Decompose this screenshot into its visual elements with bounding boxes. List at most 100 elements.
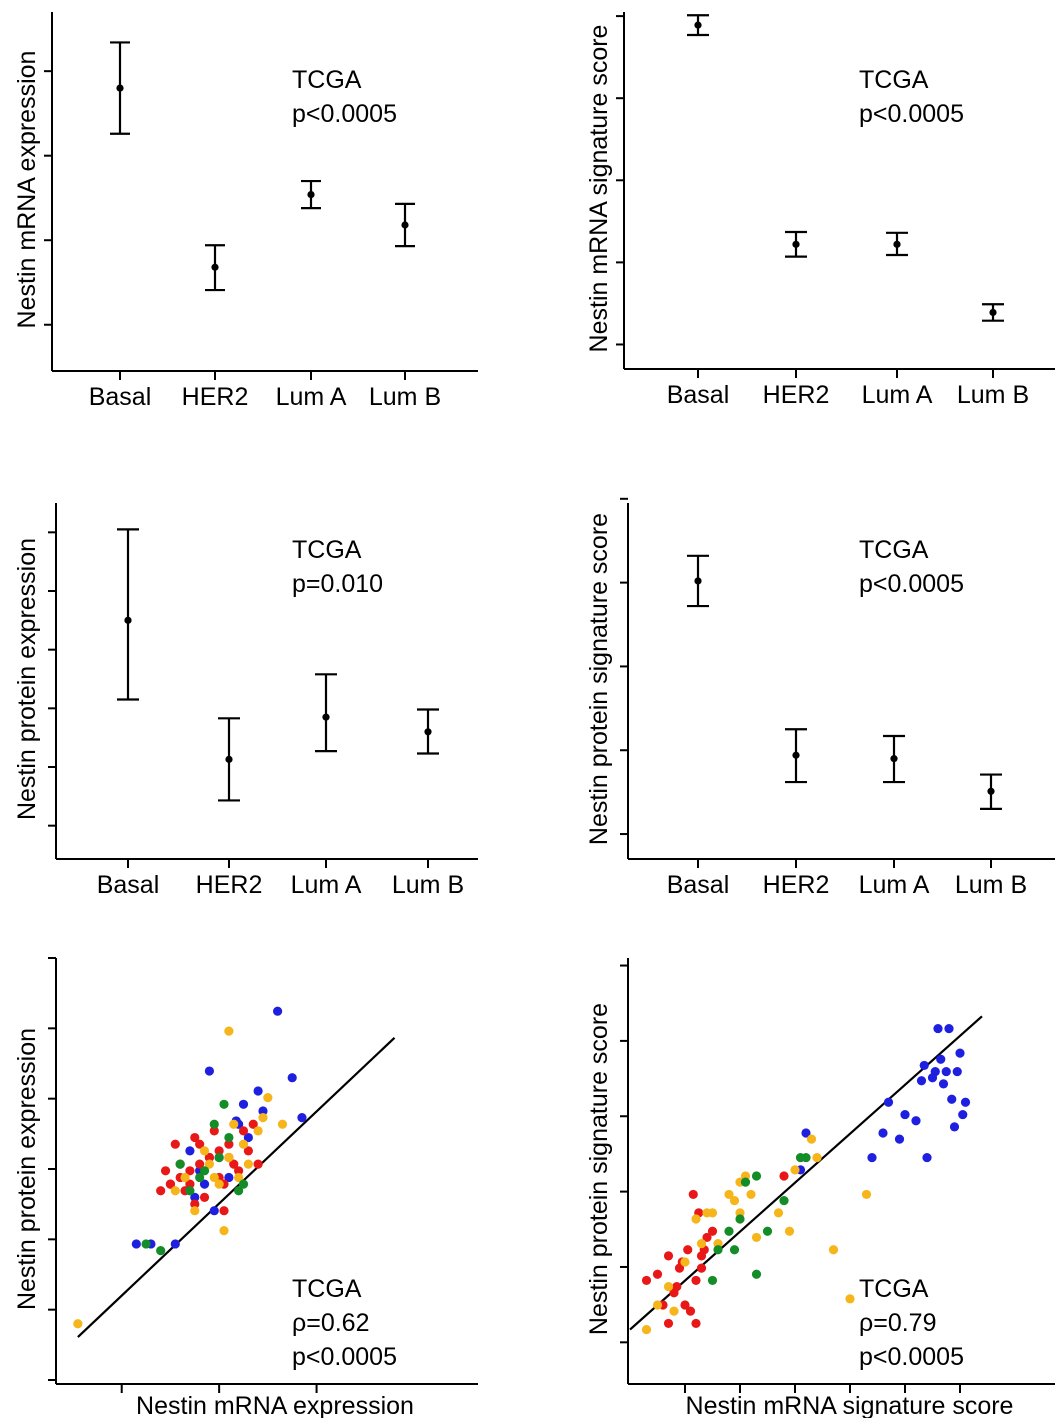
annotation-line: TCGA (292, 536, 362, 564)
mean-point (124, 616, 132, 624)
x-tick-label: HER2 (196, 871, 263, 899)
scatter-point-lum-b (713, 1245, 723, 1255)
scatter-point-lum-a (224, 1152, 234, 1163)
scatter-point-basal (960, 1097, 971, 1107)
scatter-point-lum-a (209, 1172, 219, 1183)
scatter-point-lum-a (190, 1206, 200, 1216)
scatter-point-her2 (219, 1206, 229, 1216)
scatter-point-lum-b (185, 1186, 195, 1196)
annotation-line: p<0.0005 (859, 1343, 964, 1371)
scatter-point-lum-a (73, 1319, 83, 1329)
mean-point (211, 263, 219, 271)
scatter-point-basal (258, 1106, 268, 1116)
scatter-point-basal (204, 1066, 214, 1076)
scatter-point-lum-a (224, 1026, 234, 1036)
annotation-line: p=0.010 (292, 570, 383, 598)
scatter-point-her2 (238, 1126, 249, 1136)
y-axis-label: Nestin protein expression (13, 1028, 41, 1310)
scatter-point-her2 (652, 1269, 663, 1279)
scatter-point-lum-a (229, 1119, 239, 1129)
x-tick-label: Lum B (957, 381, 1029, 409)
scatter-point-basal (958, 1109, 968, 1120)
x-tick-label: HER2 (763, 381, 830, 409)
scatter-point-basal (955, 1048, 965, 1058)
scatter-point-her2 (253, 1159, 263, 1169)
mean-point (322, 713, 330, 721)
x-tick-label: Lum B (369, 383, 441, 411)
scatter-point-lum-a (669, 1306, 679, 1316)
scatter-point-basal (941, 1066, 951, 1077)
x-tick-label: Basal (97, 871, 160, 899)
scatter-point-lum-b (735, 1214, 745, 1224)
x-tick-label: Lum A (276, 383, 347, 411)
scatter-point-lum-a (258, 1113, 268, 1123)
scatter-point-her2 (185, 1179, 195, 1189)
scatter-point-lum-a (691, 1214, 701, 1224)
y-axis-label: Nestin mRNA expression (13, 51, 41, 329)
x-tick-label: Basal (667, 381, 730, 409)
scatter-point-basal (209, 1206, 219, 1216)
scatter-point-lum-a (790, 1165, 800, 1175)
scatter-point-lum-a (696, 1238, 707, 1249)
x-tick-label: HER2 (182, 383, 249, 411)
scatter-point-her2 (688, 1189, 698, 1200)
scatter-point-lum-a (204, 1159, 214, 1169)
scatter-point-her2 (170, 1139, 180, 1149)
mean-point (694, 21, 702, 29)
scatter-point-lum-b (801, 1152, 811, 1163)
panel-protein-vs-mrna-expression-scatter: Nestin protein expression TCGA ρ=0.62 p<0.0… (13, 957, 478, 1418)
scatter-point-her2 (707, 1226, 718, 1236)
x-tick-label: Lum A (859, 871, 930, 899)
scatter-point-her2 (680, 1300, 690, 1310)
mean-point (893, 240, 901, 248)
x-tick-label: Lum B (392, 871, 464, 899)
scatter-point-her2 (224, 1139, 234, 1149)
scatter-point-lum-b (234, 1186, 244, 1196)
scatter-point-lum-b (175, 1159, 185, 1169)
scatter-point-her2 (204, 1152, 214, 1163)
scatter-point-lum-a (861, 1189, 872, 1200)
scatter-point-basal (933, 1023, 943, 1034)
x-tick-label: HER2 (763, 871, 830, 899)
scatter-point-her2 (160, 1166, 171, 1176)
scatter-point-basal (944, 1023, 954, 1034)
y-axis-label: Nestin mRNA signature score (585, 25, 613, 353)
annotation-line: TCGA (859, 1275, 929, 1303)
scatter-point-lum-a (214, 1179, 224, 1189)
mean-point (694, 577, 702, 585)
scatter-point-her2 (229, 1159, 239, 1169)
x-tick-label: Lum A (862, 381, 933, 409)
scatter-point-her2 (234, 1166, 244, 1176)
scatter-point-basal (273, 1006, 283, 1016)
scatter-point-basal (938, 1079, 949, 1089)
scatter-point-lum-a (219, 1226, 229, 1236)
x-tick-label: Basal (89, 383, 152, 411)
scatter-point-her2 (209, 1126, 219, 1136)
scatter-point-lum-b (214, 1152, 224, 1163)
scatter-point-lum-a (812, 1152, 822, 1163)
scatter-point-lum-b (156, 1246, 166, 1256)
scatter-point-basal (952, 1066, 962, 1077)
scatter-point-basal (883, 1097, 894, 1107)
scatter-point-her2 (683, 1245, 693, 1255)
scatter-point-basal (253, 1086, 263, 1096)
scatter-point-her2 (702, 1232, 712, 1243)
annotation-line: p<0.0005 (292, 100, 397, 128)
scatter-point-lum-b (729, 1245, 740, 1255)
mean-point (792, 751, 800, 759)
scatter-point-lum-a (828, 1245, 839, 1255)
scatter-point-her2 (156, 1186, 166, 1196)
scatter-point-basal (911, 1116, 921, 1126)
scatter-point-basal (922, 1152, 932, 1163)
scatter-point-basal (243, 1132, 253, 1143)
annotation-line: ρ=0.79 (859, 1309, 936, 1337)
scatter-point-lum-b (209, 1119, 219, 1129)
annotation-line: p<0.0005 (292, 1343, 397, 1371)
scatter-point-her2 (779, 1171, 789, 1181)
scatter-point-lum-a (663, 1281, 674, 1292)
scatter-point-lum-b (195, 1172, 205, 1183)
annotation-line: TCGA (292, 66, 362, 94)
scatter-point-lum-a (199, 1146, 210, 1156)
panel-nestin-protein-expression: Nestin protein expression TCGA p=0.010 Basa… (13, 503, 478, 899)
scatter-point-basal (297, 1113, 307, 1123)
